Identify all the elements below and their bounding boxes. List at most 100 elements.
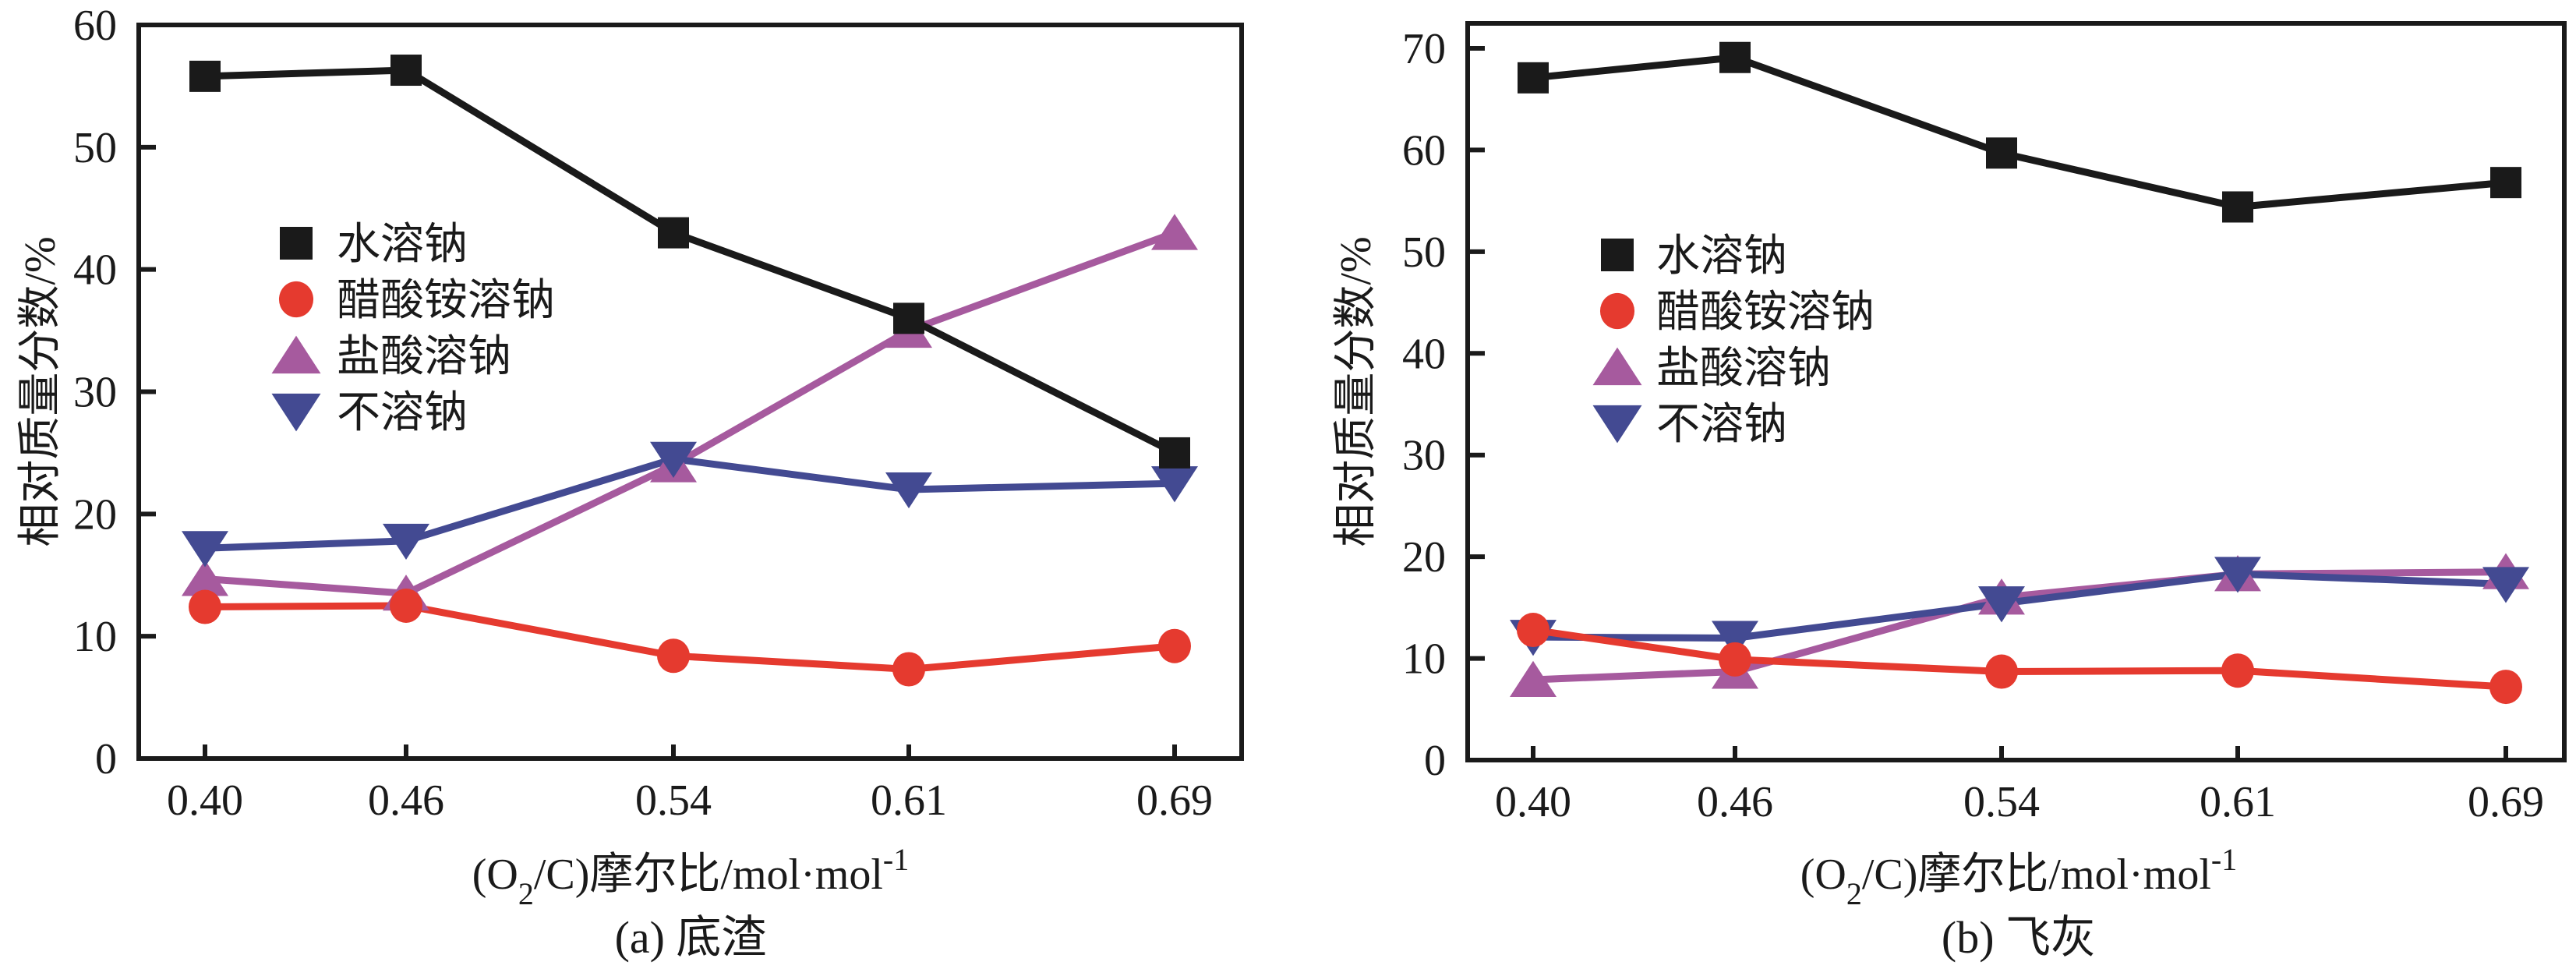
x-axis-title-open: (O	[1800, 851, 1846, 899]
y-tick-label: 20	[73, 490, 117, 539]
y-axis: 0 10 20 30 40 50 60	[73, 2, 156, 783]
y-axis-title: 相对质量分数/%	[16, 236, 65, 546]
x-axis-title-sup: -1	[2211, 842, 2237, 877]
y-tick-label: 10	[73, 613, 117, 661]
data-point-0-4	[2490, 167, 2521, 199]
panel-b-fly-ash: 0 10 20 30 40 50 60 70 0.40 0.46 0.54 0.61 0.69 水溶钠…	[1332, 21, 2567, 963]
x-tick-label: 0.54	[1963, 778, 2040, 826]
x-axis-title-mid: /C)摩尔比/mol·mol	[534, 851, 883, 899]
series-line-0	[1532, 54, 2507, 210]
legend-label-0: 水溶钠	[337, 219, 468, 270]
x-axis: 0.40 0.46 0.54 0.61 0.69	[1495, 746, 2544, 826]
data-point-1-1	[1719, 642, 1751, 677]
y-tick-label: 40	[73, 246, 117, 295]
data-point-3-1	[383, 523, 429, 561]
x-axis-title-mid: /C)摩尔比/mol·mol	[1862, 851, 2211, 899]
data-point-1-4	[2489, 670, 2522, 705]
legend-label-1: 醋酸铵溶钠	[337, 275, 555, 326]
data-point-1-0	[189, 589, 221, 624]
data-point-3-1	[1712, 621, 1758, 657]
series-markers	[182, 55, 1198, 687]
panel-a-bottom-ash: 0 10 20 30 40 50 60 0.40 0.46 0.54 0.61 0.69 水溶钠醋酸…	[16, 2, 1244, 963]
data-point-1-2	[1985, 654, 2018, 689]
y-tick-label: 20	[1402, 533, 1446, 582]
y-tick-label: 0	[95, 735, 117, 783]
x-tick-label: 0.46	[368, 776, 444, 825]
data-point-0-3	[2222, 191, 2253, 223]
data-point-3-4	[2482, 567, 2529, 603]
data-point-3-2	[650, 441, 697, 478]
x-axis-title-sub: 2	[518, 876, 534, 911]
legend-label-2: 盐酸溶钠	[1656, 343, 1831, 394]
y-tick-label: 10	[1402, 635, 1446, 684]
x-tick-label: 0.40	[1495, 778, 1571, 826]
legend-marker-1	[278, 281, 314, 318]
data-point-3-0	[182, 531, 228, 568]
data-point-3-3	[2214, 557, 2261, 593]
legend-label-0: 水溶钠	[1656, 231, 1787, 281]
x-axis-title: (O2/C)摩尔比/mol·mol-1	[1800, 842, 2237, 911]
y-tick-label: 70	[1402, 25, 1446, 73]
y-tick-label: 50	[73, 124, 117, 172]
data-point-1-0	[1517, 613, 1549, 648]
legend-marker-2	[1592, 347, 1642, 386]
data-point-2-4	[1151, 214, 1198, 250]
x-axis-title-open: (O	[472, 851, 518, 899]
data-point-1-3	[2221, 653, 2254, 688]
legend-marker-1	[1599, 292, 1635, 330]
y-tick-label: 40	[1402, 330, 1446, 378]
data-point-0-1	[1719, 41, 1751, 73]
data-point-3-3	[885, 472, 932, 509]
legend-marker-0	[280, 227, 313, 260]
y-tick-label: 30	[1402, 432, 1446, 480]
legend-marker-2	[271, 335, 321, 374]
data-point-1-3	[892, 652, 925, 687]
data-point-0-3	[893, 302, 924, 334]
x-axis-title-sub: 2	[1846, 876, 1862, 911]
series-markers	[1510, 41, 2529, 705]
x-tick-label: 0.61	[871, 776, 947, 825]
legend-label-3: 不溶钠	[1656, 399, 1787, 450]
data-point-0-1	[390, 55, 422, 87]
y-tick-label: 30	[73, 369, 117, 417]
panel-caption: (b) 飞灰	[1942, 912, 2096, 963]
legend-marker-0	[1601, 239, 1634, 271]
legend-marker-3	[271, 393, 321, 432]
series-line-3	[1532, 570, 2507, 642]
y-tick-label: 0	[1424, 737, 1446, 785]
x-tick-label: 0.69	[1136, 776, 1213, 825]
data-point-1-2	[657, 638, 690, 674]
data-point-1-4	[1158, 628, 1191, 663]
panel-caption: (a) 底渣	[615, 912, 767, 963]
x-tick-label: 0.54	[635, 776, 712, 825]
data-point-2-0	[182, 560, 228, 596]
plot-frame	[136, 23, 1244, 761]
x-tick-label: 0.46	[1697, 778, 1773, 826]
series-line-1	[204, 602, 1175, 674]
data-point-2-0	[1510, 660, 1557, 697]
x-tick-label: 0.69	[2468, 778, 2544, 826]
x-axis-title-sup: -1	[883, 842, 909, 877]
data-point-0-0	[1518, 62, 1549, 94]
data-point-0-0	[189, 60, 221, 92]
data-point-3-4	[1151, 466, 1198, 503]
data-point-1-1	[390, 588, 422, 623]
y-tick-label: 60	[73, 2, 117, 50]
legend-marker-3	[1592, 405, 1642, 444]
y-tick-label: 50	[1402, 228, 1446, 277]
x-tick-label: 0.61	[2200, 778, 2276, 826]
data-point-0-4	[1159, 437, 1190, 469]
x-axis-title: (O2/C)摩尔比/mol·mol-1	[472, 842, 909, 911]
x-tick-label: 0.40	[167, 776, 243, 825]
data-point-0-2	[658, 217, 689, 249]
legend-label-2: 盐酸溶钠	[337, 331, 511, 382]
y-axis: 0 10 20 30 40 50 60 70	[1402, 25, 1485, 785]
legend-label-3: 不溶钠	[337, 387, 468, 438]
x-axis: 0.40 0.46 0.54 0.61 0.69	[167, 744, 1213, 825]
data-point-3-2	[1978, 586, 2025, 623]
plot-frame	[1465, 21, 2567, 762]
y-axis-title: 相对质量分数/%	[1332, 236, 1380, 546]
